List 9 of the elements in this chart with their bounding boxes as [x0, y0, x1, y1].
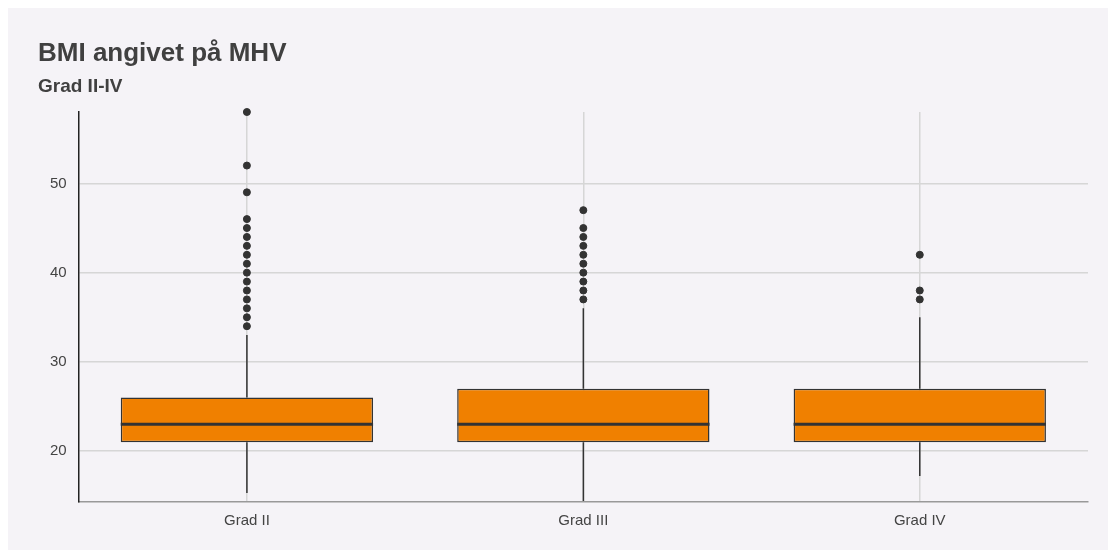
x-tick-label: Grad IV [893, 511, 946, 529]
y-tick-label: 40 [50, 262, 67, 280]
chart-subtitle: Grad II-IV [38, 74, 123, 96]
chart-title: BMI angivet på MHV [38, 36, 288, 67]
x-tick-label: Grad II [223, 511, 270, 529]
y-tick-label: 30 [50, 352, 67, 370]
y-tick-label: 20 [50, 441, 67, 459]
x-tick-label: Grad III [558, 511, 609, 529]
y-tick-label: 50 [50, 173, 67, 191]
